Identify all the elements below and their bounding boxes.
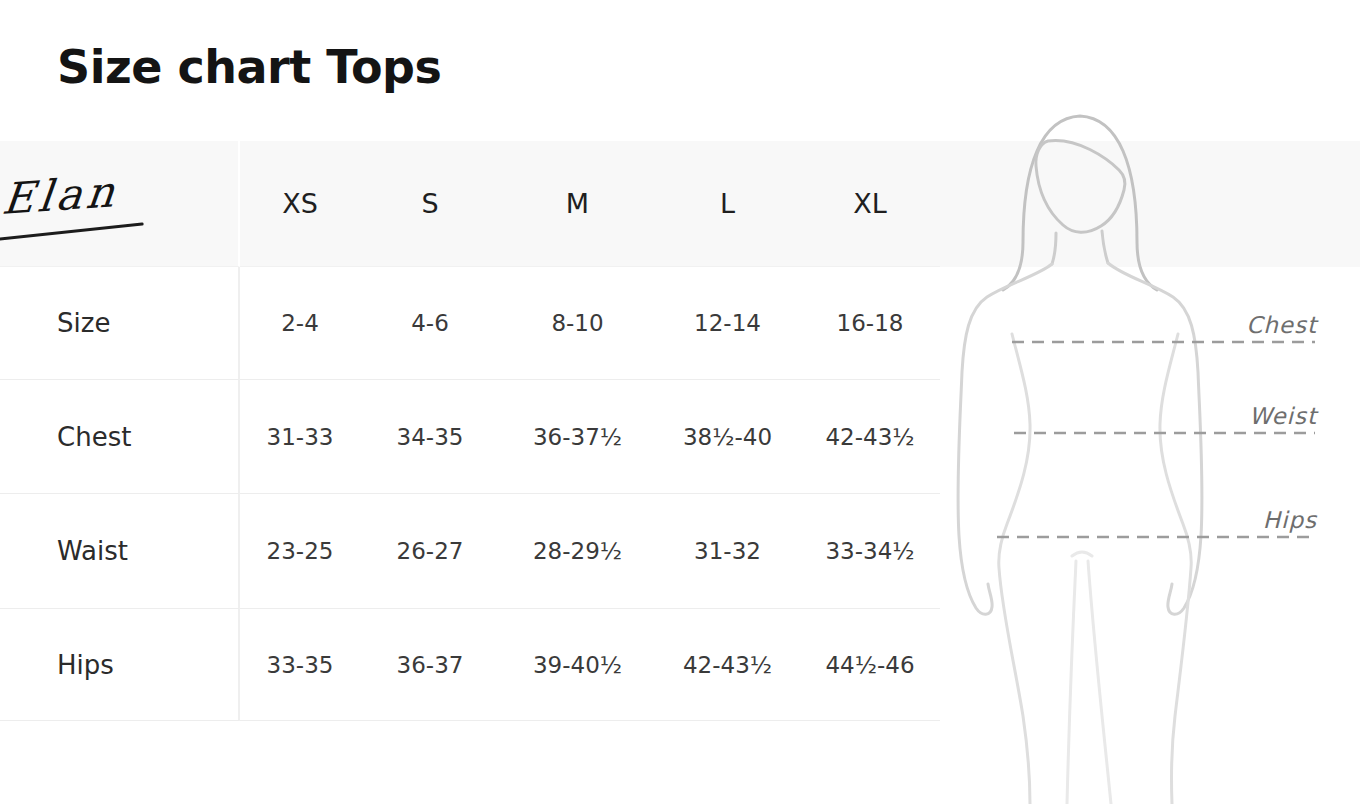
row-label-hips: Hips bbox=[0, 609, 240, 721]
chest-measure-label: Chest bbox=[1246, 312, 1317, 338]
table-cell-chest-xs: 31-33 bbox=[240, 380, 360, 494]
brand-logo-cell: Elan bbox=[0, 141, 240, 267]
hips-measure-label: Hips bbox=[1263, 507, 1317, 533]
page-title: Size chart Tops bbox=[57, 40, 441, 94]
table-cell-size-s: 4-6 bbox=[360, 267, 500, 380]
table-cell-hips-s: 36-37 bbox=[360, 609, 500, 721]
table-cell-size-l: 12-14 bbox=[655, 267, 800, 380]
size-chart-table: Elan XS S M L XL Size 2-4 4-6 8-10 12-14… bbox=[0, 141, 940, 721]
column-header-xl: XL bbox=[800, 141, 940, 267]
table-cell-waist-l: 31-32 bbox=[655, 494, 800, 609]
table-cell-size-m: 8-10 bbox=[500, 267, 655, 380]
row-label-waist: Waist bbox=[0, 494, 240, 609]
row-label-chest: Chest bbox=[0, 380, 240, 494]
table-cell-waist-m: 28-29½ bbox=[500, 494, 655, 609]
table-cell-chest-xl: 42-43½ bbox=[800, 380, 940, 494]
table-cell-waist-xs: 23-25 bbox=[240, 494, 360, 609]
table-cell-hips-l: 42-43½ bbox=[655, 609, 800, 721]
waist-measure-label: Weist bbox=[1249, 403, 1317, 429]
table-cell-chest-m: 36-37½ bbox=[500, 380, 655, 494]
brand-logo-underline bbox=[0, 222, 144, 240]
size-chart-page: Size chart Tops Elan XS S M L XL Size 2-… bbox=[0, 0, 1360, 804]
table-cell-size-xl: 16-18 bbox=[800, 267, 940, 380]
table-cell-hips-m: 39-40½ bbox=[500, 609, 655, 721]
column-header-s: S bbox=[360, 141, 500, 267]
row-label-size: Size bbox=[0, 267, 240, 380]
column-header-m: M bbox=[500, 141, 655, 267]
table-cell-size-xs: 2-4 bbox=[240, 267, 360, 380]
brand-logo: Elan bbox=[0, 166, 121, 224]
column-header-l: L bbox=[655, 141, 800, 267]
table-cell-chest-l: 38½-40 bbox=[655, 380, 800, 494]
table-cell-hips-xs: 33-35 bbox=[240, 609, 360, 721]
table-cell-waist-s: 26-27 bbox=[360, 494, 500, 609]
body-silhouette-figure bbox=[935, 104, 1360, 804]
woman-outline-illustration bbox=[935, 104, 1360, 804]
column-header-xs: XS bbox=[240, 141, 360, 267]
table-cell-waist-xl: 33-34½ bbox=[800, 494, 940, 609]
table-cell-hips-xl: 44½-46 bbox=[800, 609, 940, 721]
table-cell-chest-s: 34-35 bbox=[360, 380, 500, 494]
